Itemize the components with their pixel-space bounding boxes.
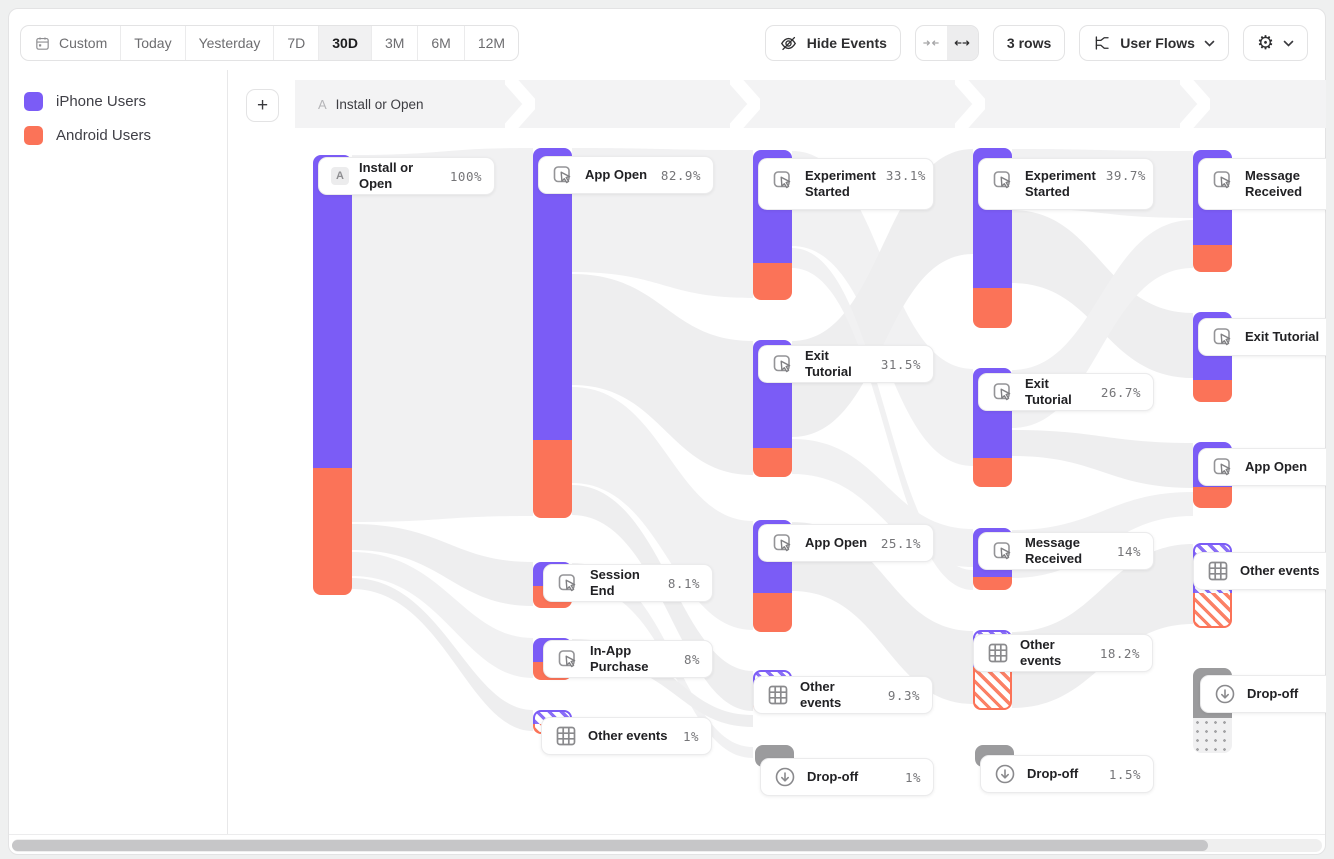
event-cursor-icon: [1213, 328, 1231, 346]
chart-type-button[interactable]: User Flows: [1079, 25, 1229, 61]
event-cursor-icon: [1213, 458, 1231, 476]
sankey-bar-other-events[interactable]: [973, 667, 1012, 710]
date-range-yesterday[interactable]: Yesterday: [184, 26, 274, 60]
node-card-exit-tutorial[interactable]: Exit Tutorial 26.7%: [978, 373, 1154, 411]
grid-icon: [988, 643, 1008, 663]
node-card-other-events[interactable]: Other events 1%: [541, 717, 712, 755]
event-cursor-icon: [558, 574, 576, 592]
sidebar-divider: [227, 70, 228, 835]
date-range-control: Custom Today Yesterday 7D 30D 3M 6M 12M: [20, 25, 520, 61]
iphone-users-swatch: [24, 92, 43, 111]
date-range-30d[interactable]: 30D: [318, 26, 371, 60]
date-range-3m[interactable]: 3M: [370, 26, 417, 60]
sankey-bar-install-or-open[interactable]: [313, 155, 352, 595]
step-chevron-icon: [730, 80, 760, 128]
grid-icon: [768, 685, 788, 705]
event-cursor-icon: [773, 355, 791, 373]
date-range-6m[interactable]: 6M: [417, 26, 463, 60]
node-card-exit-tutorial[interactable]: Exit Tutorial 31.5%: [758, 345, 934, 383]
node-card-app-open[interactable]: App Open 82.9%: [538, 156, 714, 194]
sankey-bar-other-events[interactable]: [1193, 593, 1232, 628]
node-card-app-open[interactable]: App Open 25.1%: [758, 524, 934, 562]
hide-events-button[interactable]: Hide Events: [764, 25, 901, 61]
collapse-columns-button[interactable]: [916, 26, 947, 60]
chart-bottom-divider: [9, 834, 1325, 835]
node-card-drop-off[interactable]: Drop-off 1.5%: [980, 755, 1154, 793]
node-card-message-received[interactable]: Message Received 14%: [978, 532, 1154, 570]
flow-chart-canvas: A Install or Open +: [228, 70, 1326, 835]
node-card-exit-tutorial[interactable]: Exit Tutorial: [1198, 318, 1326, 356]
legend-item-android-users[interactable]: Android Users: [24, 126, 151, 145]
step-a-badge: A: [331, 167, 349, 185]
arrows-inward-icon: [923, 40, 940, 46]
chevron-down-icon: [1283, 40, 1294, 47]
rows-button[interactable]: 3 rows: [992, 25, 1066, 61]
node-card-other-events[interactable]: Other events 9.3%: [753, 676, 933, 714]
step-chevron-icon: [505, 80, 535, 128]
sankey-bar-app-open[interactable]: [533, 148, 572, 518]
node-card-drop-off[interactable]: Drop-off 1%: [760, 758, 934, 796]
node-card-session-end[interactable]: Session End 8.1%: [543, 564, 713, 602]
node-card-experiment-started[interactable]: Experiment Started 33.1%: [758, 158, 934, 210]
node-card-message-received[interactable]: Message Received: [1198, 158, 1326, 210]
horizontal-scrollbar-thumb[interactable]: [12, 840, 1208, 851]
horizontal-scrollbar[interactable]: [12, 839, 1322, 852]
event-cursor-icon: [993, 383, 1011, 401]
event-cursor-icon: [993, 542, 1011, 560]
gear-icon: ⚙: [1256, 31, 1274, 54]
collapse-expand-control: [914, 25, 979, 61]
date-range-today[interactable]: Today: [120, 26, 184, 60]
grid-icon: [556, 726, 576, 746]
arrows-outward-icon: [955, 40, 970, 46]
step-header-band[interactable]: A Install or Open: [295, 80, 1326, 128]
event-cursor-icon: [773, 171, 791, 189]
event-cursor-icon: [558, 650, 576, 668]
event-cursor-icon: [993, 171, 1011, 189]
step-badge: A: [318, 96, 327, 112]
drop-off-icon: [1215, 684, 1235, 704]
android-users-swatch: [24, 126, 43, 145]
legend-item-iphone-users[interactable]: iPhone Users: [24, 92, 151, 111]
user-flows-icon: [1095, 36, 1109, 50]
date-range-label: Custom: [59, 35, 108, 51]
step-label: Install or Open: [335, 96, 424, 112]
node-card-app-open[interactable]: App Open: [1198, 448, 1326, 486]
event-cursor-icon: [1213, 171, 1231, 189]
date-range-12m[interactable]: 12M: [463, 26, 518, 60]
series-legend: iPhone Users Android Users: [24, 92, 151, 145]
step-chevron-icon: [1180, 80, 1210, 128]
expand-columns-button[interactable]: [946, 26, 978, 60]
date-range-7d[interactable]: 7D: [273, 26, 318, 60]
chevron-down-icon: [1204, 40, 1215, 47]
event-cursor-icon: [553, 166, 571, 184]
calendar-icon: [36, 36, 49, 50]
grid-icon: [1208, 561, 1228, 581]
add-step-button[interactable]: +: [246, 89, 279, 122]
node-card-in-app-purchase[interactable]: In-App Purchase 8%: [543, 640, 713, 678]
drop-off-icon: [995, 764, 1015, 784]
node-card-experiment-started[interactable]: Experiment Started 39.7%: [978, 158, 1154, 210]
node-card-install-or-open[interactable]: A Install or Open 100%: [318, 157, 495, 195]
node-card-other-events[interactable]: Other events: [1193, 552, 1326, 590]
eye-off-icon: [780, 36, 796, 50]
node-card-drop-off[interactable]: Drop-off: [1200, 675, 1326, 713]
step-chevron-icon: [955, 80, 985, 128]
toolbar-right: Hide Events 3 rows User Flows ⚙: [764, 25, 1308, 61]
date-range-custom[interactable]: Custom: [21, 26, 120, 60]
node-card-other-events[interactable]: Other events 18.2%: [973, 634, 1153, 672]
event-cursor-icon: [773, 534, 791, 552]
settings-button[interactable]: ⚙: [1242, 25, 1308, 61]
drop-off-icon: [775, 767, 795, 787]
